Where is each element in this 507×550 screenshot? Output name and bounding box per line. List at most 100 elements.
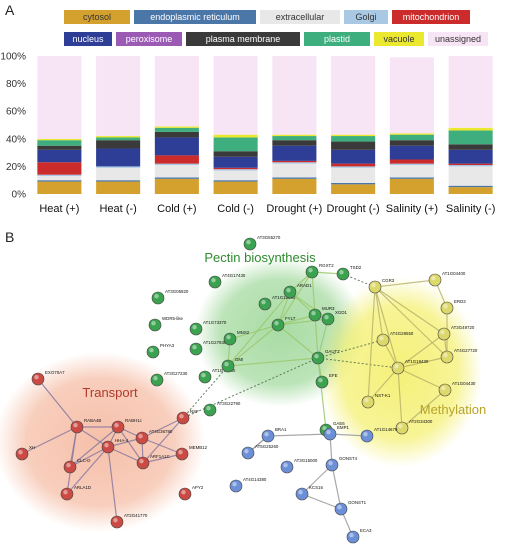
x-category-label: Heat (+) [39,203,79,215]
network-node-fylt[interactable]: FYLT [271,316,296,332]
node-label: PHYA3 [160,343,175,348]
bar-segment-nucleus [272,145,317,161]
bar-segment-extracellular [272,163,317,178]
node-label: AT1G19430 [405,359,429,364]
bar-segment-extracellular [154,165,199,178]
network-node-at1g04430[interactable]: AT1G04430 [438,381,476,397]
network-node-at2g41770[interactable]: AT2G41770 [110,513,148,529]
node-label: MNS2 [237,330,250,335]
bar-segment-nucleus [37,149,82,163]
network-node-gonst1[interactable]: GONST1 [334,500,367,516]
network-node-at1g12500[interactable]: AT1G12500 [258,295,296,311]
x-category-label: Drought (+) [266,203,322,215]
network-node-at4g27720[interactable]: AT4G27720 [440,348,478,364]
network-node-at3g05920[interactable]: AT3G05920 [151,289,189,305]
network-node-emp1[interactable]: EMP1 [323,425,350,441]
bar-segment-plasma-membrane [154,131,199,138]
network-node-arad1[interactable]: ARAD1 [283,283,312,299]
bar-segment-plastid [96,137,141,141]
bar-segment-extracellular [389,165,434,178]
cluster-label-pectin-biosynthesis: Pectin biosynthesis [204,250,316,265]
network-edge [142,417,184,464]
bar-segment-extracellular [331,167,376,183]
x-category-label: Cold (-) [217,203,254,215]
bar-segment-cytosol [96,181,141,194]
network-node-arla1d[interactable]: ARLA1D [60,485,91,501]
network-node-at1g04400[interactable]: AT1G04400 [428,271,466,287]
network-node-xgd1[interactable]: XGD1 [321,310,348,326]
node-label: AT1G04400 [442,271,466,276]
network-edge [69,446,109,468]
network-node-clc-d[interactable]: CLC-D [63,458,90,474]
network-node-mns2[interactable]: MNS2 [223,330,250,346]
bar-segment-nucleus [331,149,376,164]
node-label: AT4G17430 [222,273,246,278]
bar-segment-endoplasmic-reticulum [448,185,493,188]
network-node-apy2[interactable]: APY2 [178,485,204,501]
node-label: CLC-D [77,458,90,463]
bar-segment-extracellular [96,167,141,181]
network-node-kcs16[interactable]: KCS16 [295,485,323,501]
x-category-label: Drought (-) [327,203,380,215]
network-node-at1g14670[interactable]: AT1G14670 [360,427,398,443]
network-node-gonst4[interactable]: GONST4 [325,456,358,472]
network-node-at1g73370[interactable]: AT1G73370 [189,320,227,336]
network-node-at4g28550[interactable]: AT4G28550 [376,331,414,347]
network-edge [182,365,229,419]
network-node-hha-4[interactable]: HHA-4 [101,438,129,454]
network-node-erd3[interactable]: ERD3 [440,299,466,315]
network-node-at3g49720[interactable]: AT3G49720 [437,325,475,341]
network-node-at1g27930[interactable]: AT1G27930 [189,340,227,356]
bar-segment-unassigned [37,56,82,139]
network-node-mur3[interactable]: MUR3 [308,306,335,322]
network-node-at3g55270[interactable]: AT3G55270 [243,235,281,251]
network-node-rgxt2[interactable]: RGXT2 [305,263,334,279]
legend-mitochondrion: mitochondrion [392,10,470,24]
bar-segment-golgi [213,169,258,171]
network-node-exo70a7[interactable]: EXO70A7 [31,370,65,386]
network-node-at2g34300[interactable]: AT2G34300 [395,419,433,435]
network-node-at3g27230[interactable]: AT3G27230 [150,371,188,387]
node-label: GONST1 [348,500,367,505]
network-node-gaut7[interactable]: GAUT7 [311,349,340,365]
bar-segment-golgi [331,166,376,168]
network-edge [331,464,342,510]
y-tick-label: 60% [6,107,26,118]
network-node-wdr5-like[interactable]: WDR5-like [148,316,184,332]
network-node-gmi[interactable]: GMI [221,357,243,373]
network-node-at4g36780[interactable]: AT4G36780 [135,429,173,445]
stacked-bar-chart: 0% 20% 40% 60% 80% 100% Heat (+) Heat (-) Cold (… [0,52,495,216]
network-node-raba4b[interactable]: RABA4B [70,418,101,434]
network-node-bra1[interactable]: BRA1 [261,427,287,443]
network-node-cgr3[interactable]: CGR3 [368,278,395,294]
node-label: ECA3 [360,528,372,533]
node-label: AT1G12500 [272,295,296,300]
bar-segment-golgi [272,162,317,164]
network-edge [374,279,436,288]
network-node-at3g15000[interactable]: AT3G15000 [280,458,318,474]
network-node-tsd2[interactable]: TSD2 [336,265,362,281]
node-label: GAUT7 [325,349,340,354]
network-edge [117,426,144,464]
network-node-at5g25260[interactable]: AT5G25260 [241,444,279,460]
bar-segment-cytosol [389,178,434,194]
network-node-at4g14380[interactable]: AT4G14380 [229,477,267,493]
network-node-nsf[interactable]: NSF [176,409,199,425]
y-tick-label: 20% [6,162,26,173]
bar-segment-plasma-membrane [448,144,493,150]
protein-network: AT3G55270 AT4G17430 AT3G05920 WDR5-like AT1G… [0,235,486,544]
network-node-memb12[interactable]: MEMB12 [175,445,208,461]
network-node-nst-k1[interactable]: NST-K1 [361,393,391,409]
network-node-eca3[interactable]: ECA3 [346,528,372,544]
network-node-phya3[interactable]: PHYA3 [146,343,175,359]
node-label: APY2 [192,485,204,490]
network-node-arf1a1c[interactable]: ARF1A1C [136,454,170,470]
legend-plastid: plastid [304,32,370,46]
x-category-label: Heat (-) [99,203,136,215]
network-node-at1g19430[interactable]: AT1G19430 [391,359,429,375]
network-node-rabh1c[interactable]: RABH1c [111,418,143,434]
network-node-at3g22790[interactable]: AT3G22790 [203,401,241,417]
network-node-at4g17430[interactable]: AT4G17430 [208,273,246,289]
network-node-xh[interactable]: XH [15,445,35,461]
network-node-efe[interactable]: EFE [315,373,338,389]
